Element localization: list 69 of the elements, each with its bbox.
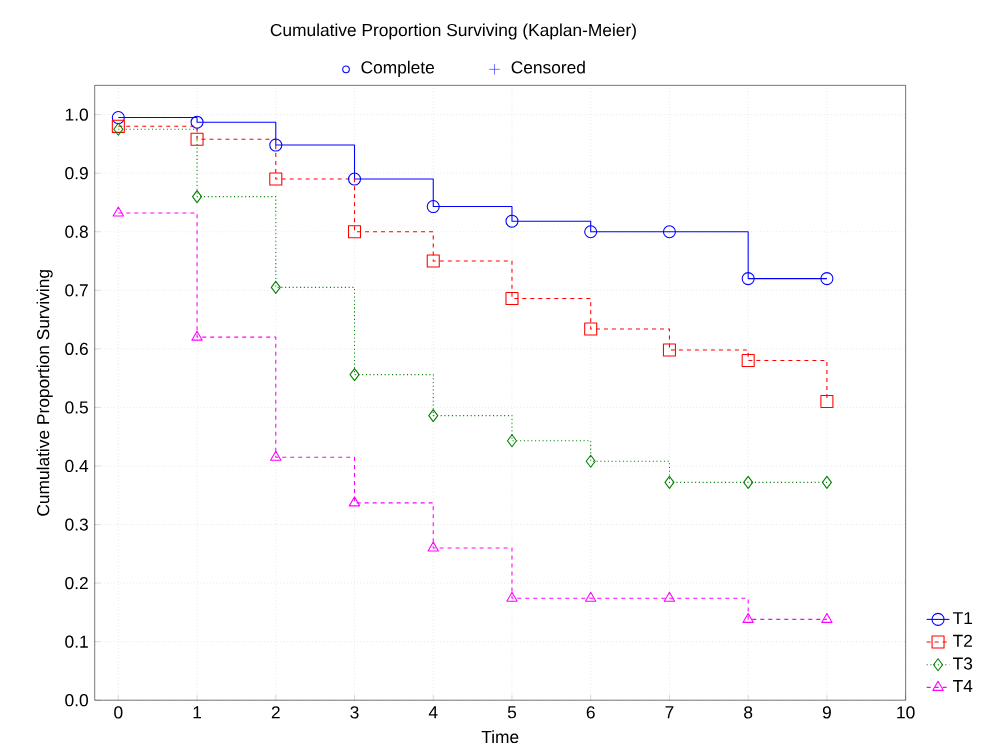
point xyxy=(270,450,282,461)
point xyxy=(190,132,204,146)
point xyxy=(741,353,755,368)
point xyxy=(820,394,834,408)
y-axis-title: Cumulative Proportion Surviving xyxy=(36,270,53,516)
point xyxy=(112,206,125,217)
point xyxy=(191,330,203,341)
point xyxy=(821,475,832,489)
point xyxy=(585,454,596,468)
x-axis-title: Time xyxy=(481,730,519,743)
chart-title: Cumulative Proportion Surviving (Kaplan-Meier) xyxy=(270,23,636,40)
point xyxy=(505,214,519,228)
point xyxy=(584,322,598,336)
point xyxy=(584,225,598,239)
y-tick-label: 0.4 xyxy=(65,459,89,473)
y-tick-label: 0.6 xyxy=(65,342,88,355)
point xyxy=(506,591,518,602)
point xyxy=(742,612,754,623)
point xyxy=(821,612,833,623)
point xyxy=(348,496,361,507)
point xyxy=(428,408,439,423)
point xyxy=(664,475,675,489)
x-tick-label: 1 xyxy=(193,706,202,719)
y-tick-label: 0.9 xyxy=(65,166,88,180)
legend-label: T2 xyxy=(953,634,972,647)
point xyxy=(347,225,362,239)
point xyxy=(269,172,283,186)
y-tick-label: 0.8 xyxy=(65,225,88,238)
legend-label: T4 xyxy=(953,679,973,692)
point xyxy=(662,225,676,239)
text: Censored xyxy=(511,60,585,74)
x-tick-label: 5 xyxy=(507,706,517,719)
point xyxy=(820,271,834,286)
x-tick-label: 7 xyxy=(665,706,674,719)
point xyxy=(426,199,440,213)
x-tick-label: 8 xyxy=(744,706,753,719)
y-tick-label: 0.1 xyxy=(65,635,88,648)
x-tick-label: 9 xyxy=(822,706,831,719)
x-tick-label: 6 xyxy=(586,706,595,719)
point xyxy=(426,254,440,268)
point xyxy=(506,434,518,448)
y-tick-label: 0.3 xyxy=(65,518,88,531)
point xyxy=(190,115,204,129)
point xyxy=(741,271,755,286)
y-tick-label: 0.0 xyxy=(65,693,88,707)
point xyxy=(269,138,283,152)
legend-label: T3 xyxy=(953,657,973,670)
x-tick-label: 3 xyxy=(350,706,359,719)
point xyxy=(427,541,439,552)
y-tick-label: 1.0 xyxy=(65,108,88,121)
point xyxy=(584,591,597,602)
point xyxy=(349,367,360,382)
y-tick-label: 0.5 xyxy=(65,401,88,414)
y-tick-label: 0.7 xyxy=(65,284,88,297)
point xyxy=(505,291,519,305)
point xyxy=(111,110,125,124)
x-tick-label: 0 xyxy=(114,706,123,719)
point xyxy=(662,343,676,357)
point xyxy=(347,172,362,186)
legend-label: T1 xyxy=(953,612,973,624)
point xyxy=(270,280,281,294)
x-tick-label: 10 xyxy=(897,706,915,719)
y-tick-label: 0.2 xyxy=(65,576,88,590)
text: Complete xyxy=(361,60,434,77)
point xyxy=(743,475,754,489)
point xyxy=(192,189,203,204)
x-tick-label: 2 xyxy=(271,706,280,719)
point xyxy=(663,591,676,602)
x-tick-label: 4 xyxy=(428,706,438,719)
